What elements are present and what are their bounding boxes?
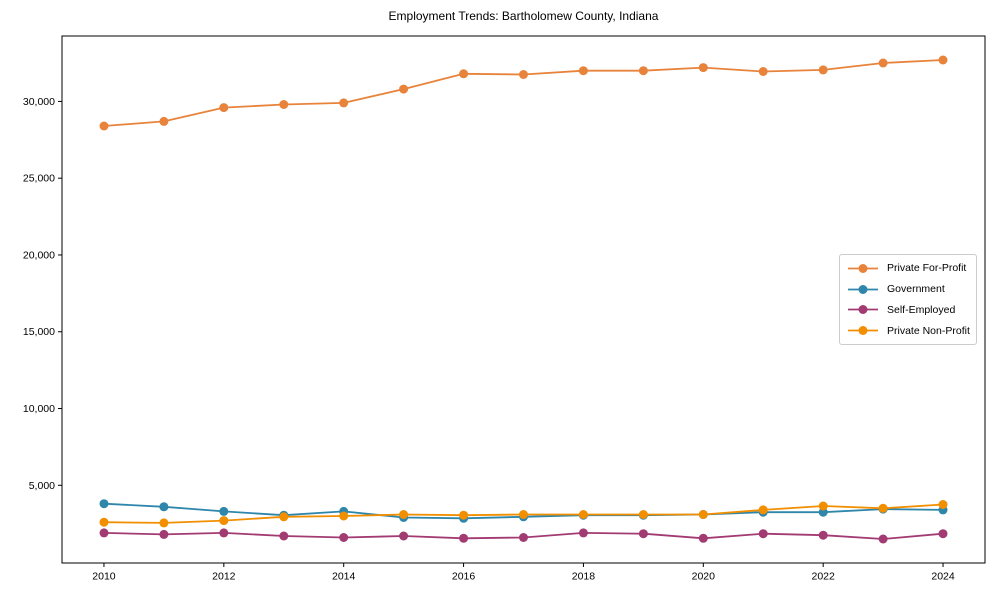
data-point-private-for-profit	[519, 70, 528, 79]
data-point-private-for-profit	[938, 55, 948, 65]
data-point-self-employed	[159, 529, 169, 539]
data-point-self-employed	[758, 529, 768, 539]
legend: Private For-Profit Government Self-Emplo…	[839, 254, 977, 345]
legend-item-government: Government	[847, 279, 969, 300]
data-point-private-non-profit	[279, 512, 289, 522]
y-tick-label: 25,000	[23, 173, 55, 185]
x-tick-label: 2016	[452, 571, 476, 583]
data-point-self-employed	[399, 531, 409, 541]
x-tick-label: 2020	[692, 571, 716, 583]
axes-frame	[61, 35, 986, 564]
data-point-self-employed	[339, 533, 349, 542]
data-point-private-for-profit	[638, 66, 648, 76]
data-point-self-employed	[279, 531, 289, 541]
data-point-private-for-profit	[758, 67, 768, 76]
data-point-private-for-profit	[578, 66, 588, 76]
data-point-private-non-profit	[938, 500, 948, 509]
legend-line-marker-icon	[848, 263, 878, 273]
data-point-private-non-profit	[339, 511, 349, 521]
data-point-private-for-profit	[818, 65, 828, 75]
series-line-private-for-profit	[103, 59, 944, 127]
legend-line-marker-icon	[848, 284, 878, 294]
legend-item-private-non-profit: Private Non-Profit	[847, 320, 970, 341]
data-point-self-employed	[459, 533, 469, 543]
data-point-self-employed	[698, 533, 708, 543]
data-point-private-non-profit	[99, 517, 109, 527]
data-point-private-for-profit	[399, 84, 409, 94]
data-point-private-non-profit	[399, 510, 409, 519]
x-tick-label: 2024	[931, 571, 955, 583]
legend-item-private-for-profit: Private For-Profit	[847, 258, 969, 279]
legend-label: Private For-Profit	[887, 262, 967, 275]
data-point-government	[818, 507, 828, 517]
data-point-private-non-profit	[878, 503, 888, 513]
data-point-private-non-profit	[638, 510, 648, 519]
legend-item-self-employed: Self-Employed	[847, 300, 969, 321]
y-tick-label: 5,000	[29, 480, 55, 492]
data-point-private-non-profit	[459, 510, 469, 520]
y-tick-label: 20,000	[23, 249, 55, 261]
data-point-private-non-profit	[698, 510, 708, 519]
data-point-private-non-profit	[578, 510, 588, 519]
x-tick-label: 2012	[212, 571, 236, 583]
data-point-government	[99, 499, 109, 509]
y-tick-label: 15,000	[23, 326, 55, 338]
y-tick-label: 10,000	[23, 403, 55, 415]
data-point-private-for-profit	[339, 98, 349, 108]
legend-line-marker-icon	[848, 326, 878, 336]
data-point-private-non-profit	[758, 505, 768, 515]
x-tick-label: 2014	[332, 571, 356, 583]
data-point-private-for-profit	[698, 63, 708, 73]
data-point-self-employed	[938, 529, 948, 539]
data-point-private-non-profit	[219, 516, 229, 526]
data-point-self-employed	[578, 528, 588, 538]
data-point-private-non-profit	[519, 510, 528, 519]
data-point-private-for-profit	[99, 121, 109, 131]
data-point-private-non-profit	[159, 518, 169, 528]
data-point-self-employed	[638, 529, 648, 539]
legend-line-marker-icon	[848, 305, 878, 315]
data-point-private-non-profit	[818, 501, 828, 511]
data-point-private-for-profit	[878, 58, 888, 68]
data-point-self-employed	[219, 528, 229, 538]
data-point-self-employed	[818, 530, 828, 540]
data-point-private-for-profit	[279, 100, 289, 109]
data-point-private-for-profit	[219, 103, 229, 113]
legend-label: Government	[887, 283, 945, 296]
x-tick-label: 2018	[572, 571, 596, 583]
data-point-self-employed	[99, 528, 109, 538]
x-tick-label: 2022	[811, 571, 835, 583]
data-point-government	[159, 502, 169, 512]
x-tick-label: 2010	[92, 571, 116, 583]
data-point-self-employed	[519, 533, 528, 542]
data-point-private-for-profit	[459, 69, 469, 79]
data-point-government	[219, 506, 229, 516]
legend-label: Private Non-Profit	[887, 324, 970, 337]
legend-label: Self-Employed	[887, 303, 956, 316]
y-tick-label: 30,000	[23, 96, 55, 108]
data-point-self-employed	[878, 534, 888, 544]
chart-title: Employment Trends: Bartholomew County, I…	[388, 9, 659, 23]
data-point-private-for-profit	[159, 116, 169, 126]
